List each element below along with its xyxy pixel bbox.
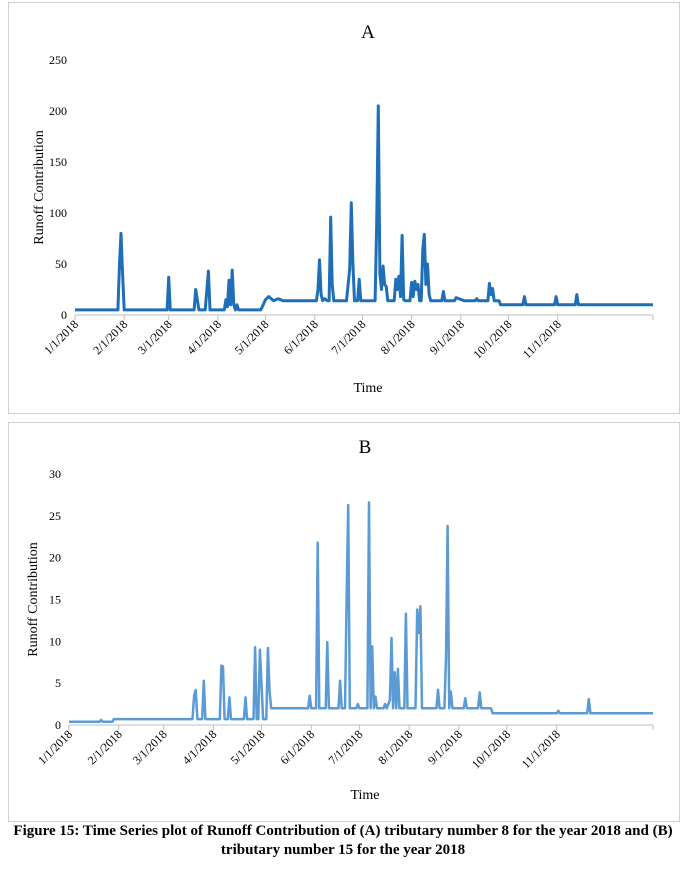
x-tick-label: 7/1/2018 xyxy=(325,727,365,767)
x-tick-label: 9/1/2018 xyxy=(427,317,467,357)
x-tick-label: 10/1/2018 xyxy=(469,727,513,771)
y-tick-label: 5 xyxy=(55,676,61,690)
chart-a-svg: A 0 50 100 150 200 250 1/1/2018 2/1/2018 3/1/2018… xyxy=(32,22,654,396)
y-tick-label: 150 xyxy=(49,155,67,169)
y-tick-label: 10 xyxy=(49,634,61,648)
y-tick-label: 20 xyxy=(49,551,61,565)
chart-panel-b: B 0 5 10 15 20 25 30 1/1/2018 2/1/2018 3/1/2018 4/1… xyxy=(8,422,680,822)
y-tick-label: 0 xyxy=(61,308,67,322)
y-tick-label: 200 xyxy=(49,104,67,118)
chart-title: A xyxy=(361,22,375,43)
x-tick-label: 6/1/2018 xyxy=(277,727,317,767)
y-tick-label: 50 xyxy=(55,257,67,271)
x-tick-label: 11/1/2018 xyxy=(520,317,564,361)
x-tick-label: 3/1/2018 xyxy=(130,727,170,767)
y-axis-label: Runoff Contribution xyxy=(26,542,41,656)
x-tick-label: 2/1/2018 xyxy=(85,727,125,767)
y-tick-label: 250 xyxy=(49,53,67,67)
x-tick-label: 3/1/2018 xyxy=(135,317,175,357)
x-tick-label: 9/1/2018 xyxy=(425,727,465,767)
x-tick-label: 5/1/2018 xyxy=(228,727,268,767)
x-axis-label: Time xyxy=(350,788,379,803)
x-tick-label: 8/1/2018 xyxy=(375,727,415,767)
y-axis-label: Runoff Contribution xyxy=(32,130,47,244)
x-tick-label: 1/1/2018 xyxy=(41,317,81,357)
x-tick-label: 6/1/2018 xyxy=(281,317,321,357)
y-tick-label: 100 xyxy=(49,206,67,220)
series-line xyxy=(75,104,653,312)
figure-caption: Figure 15: Time Series plot of Runoff Co… xyxy=(13,823,673,858)
x-tick-label: 7/1/2018 xyxy=(328,317,368,357)
x-tick-label: 4/1/2018 xyxy=(184,317,224,357)
chart-b-svg: B 0 5 10 15 20 25 30 1/1/2018 2/1/2018 3/1/2018 4/1… xyxy=(26,437,654,803)
y-tick-label: 0 xyxy=(55,718,61,732)
series-line xyxy=(69,501,653,723)
y-tick-label: 15 xyxy=(49,593,61,607)
x-tick-label: 2/1/2018 xyxy=(90,317,130,357)
x-tick-label: 4/1/2018 xyxy=(179,727,219,767)
x-tick-label: 11/1/2018 xyxy=(519,727,563,771)
x-tick-label: 5/1/2018 xyxy=(232,317,272,357)
chart-panel-a: A 0 50 100 150 200 250 1/1/2018 2/1/2018 3/1/2018… xyxy=(8,2,680,414)
y-tick-label: 30 xyxy=(49,467,61,481)
x-tick-label: 10/1/2018 xyxy=(470,317,514,361)
x-tick-label: 8/1/2018 xyxy=(378,317,418,357)
chart-title: B xyxy=(359,437,372,458)
x-tick-label: 1/1/2018 xyxy=(35,727,75,767)
x-axis-label: Time xyxy=(353,381,382,396)
y-tick-label: 25 xyxy=(49,509,61,523)
